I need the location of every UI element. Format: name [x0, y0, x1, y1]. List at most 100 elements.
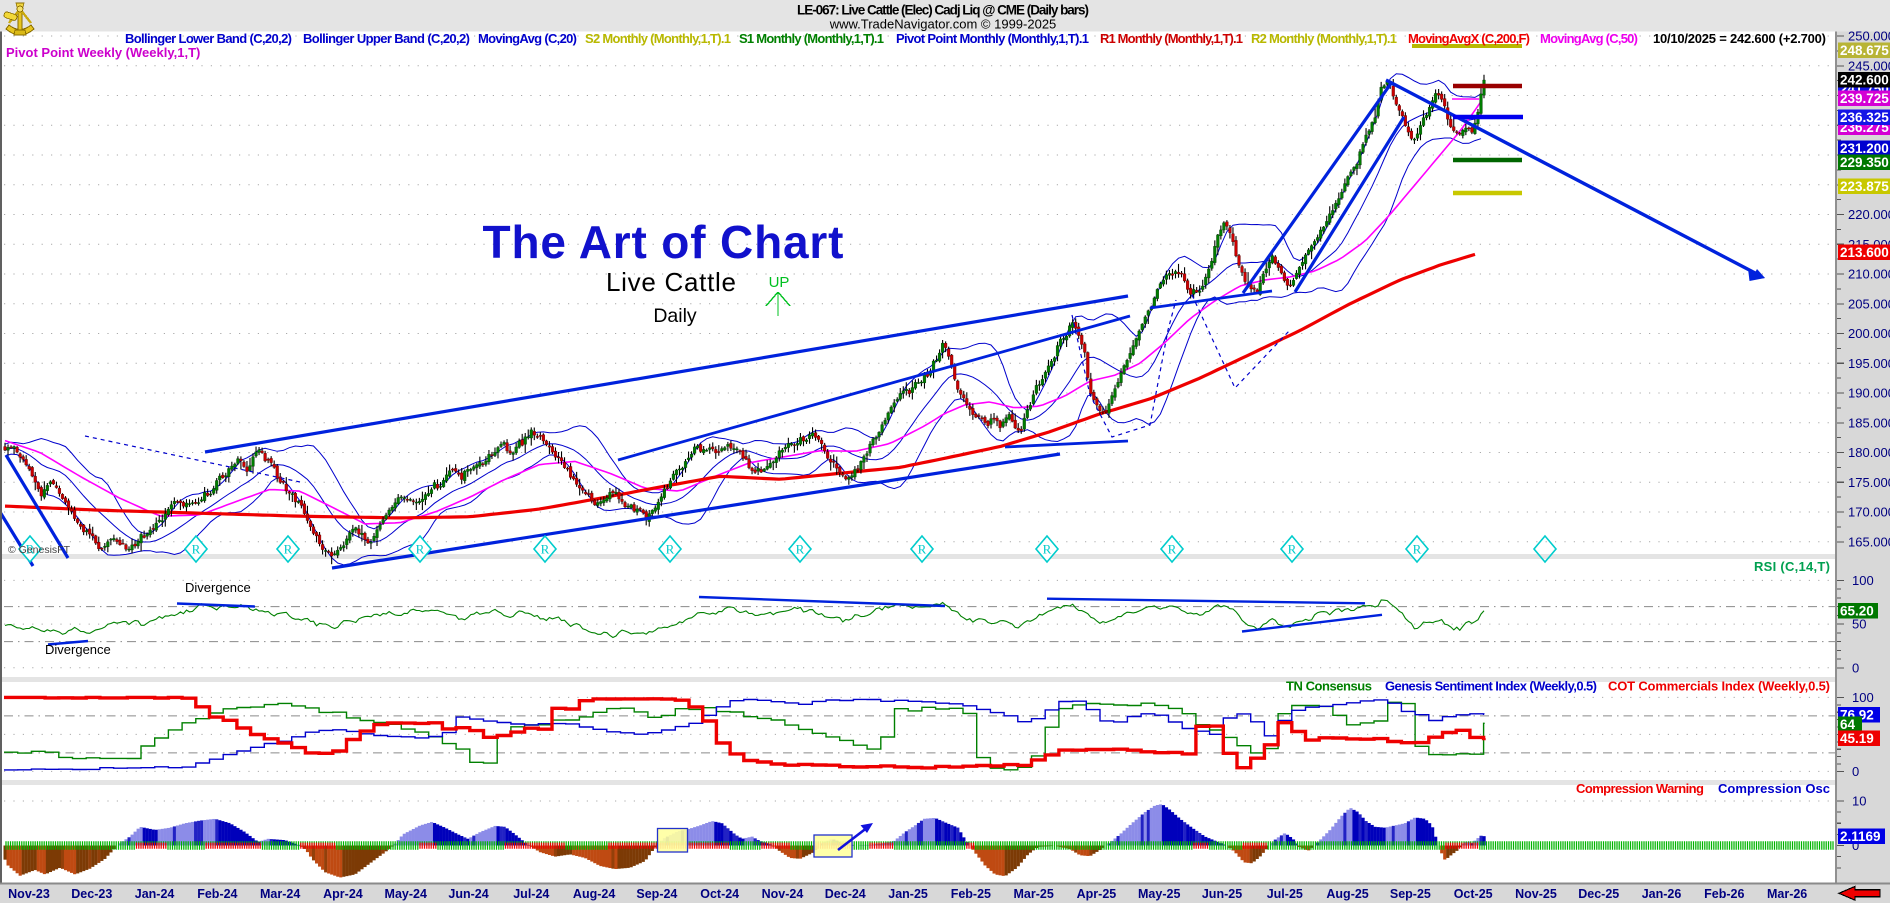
svg-text:Pivot Point Weekly (Weekly,1,T: Pivot Point Weekly (Weekly,1,T)	[6, 45, 200, 60]
svg-text:Apr-25: Apr-25	[1077, 887, 1117, 901]
svg-text:COT Commercials Index (Weekly,: COT Commercials Index (Weekly,0.5)	[1608, 679, 1830, 694]
svg-text:Daily: Daily	[653, 305, 697, 327]
svg-text:© GenesisFT: © GenesisFT	[8, 544, 71, 556]
svg-text:239.725: 239.725	[1840, 91, 1889, 106]
svg-text:64: 64	[1840, 717, 1856, 732]
svg-text:223.875: 223.875	[1840, 179, 1889, 194]
svg-text:R: R	[1168, 542, 1177, 557]
svg-text:S1 Monthly (Monthly,1,T).1: S1 Monthly (Monthly,1,T).1	[739, 31, 884, 46]
svg-text:Dec-23: Dec-23	[71, 887, 112, 901]
svg-text:170.000: 170.000	[1848, 505, 1890, 520]
svg-text:www.TradeNavigator.com © 1999-: www.TradeNavigator.com © 1999-2025	[829, 17, 1057, 32]
svg-text:Jul-25: Jul-25	[1267, 887, 1303, 901]
svg-text:MovingAvgX (C,200,F): MovingAvgX (C,200,F)	[1408, 31, 1530, 46]
svg-text:0: 0	[1852, 764, 1859, 779]
svg-text:Compression Osc: Compression Osc	[1718, 781, 1830, 796]
svg-text:Mar-24: Mar-24	[260, 887, 300, 901]
svg-text:Pivot Point Monthly (Monthly,1: Pivot Point Monthly (Monthly,1,T).1	[896, 31, 1089, 46]
svg-text:Dec-24: Dec-24	[825, 887, 866, 901]
svg-text:242.600: 242.600	[1840, 72, 1889, 87]
svg-text:Aug-24: Aug-24	[573, 887, 615, 901]
svg-text:RSI (C,14,T): RSI (C,14,T)	[1754, 559, 1830, 574]
svg-text:180.000: 180.000	[1848, 445, 1890, 460]
svg-text:2.1169: 2.1169	[1840, 829, 1881, 844]
svg-text:Feb-24: Feb-24	[197, 887, 237, 901]
svg-text:Sep-24: Sep-24	[636, 887, 677, 901]
svg-text:Jan-25: Jan-25	[888, 887, 928, 901]
svg-text:UP: UP	[769, 274, 790, 291]
svg-text:Nov-24: Nov-24	[762, 887, 804, 901]
svg-text:MovingAvg (C,20): MovingAvg (C,20)	[478, 31, 577, 46]
svg-text:248.675: 248.675	[1840, 43, 1889, 58]
svg-text:100: 100	[1852, 573, 1874, 588]
svg-text:0: 0	[1852, 660, 1859, 675]
svg-text:LE-067: Live Cattle (Elec) Ca: LE-067: Live Cattle (Elec) Cadj Liq @ CM…	[797, 3, 1089, 18]
svg-text:Oct-24: Oct-24	[700, 887, 739, 901]
svg-text:Divergence: Divergence	[185, 580, 251, 595]
svg-text:Bollinger Lower Band (C,20,2): Bollinger Lower Band (C,20,2)	[125, 31, 292, 46]
svg-text:Feb-25: Feb-25	[951, 887, 991, 901]
svg-text:250.000: 250.000	[1848, 29, 1890, 44]
svg-text:236.325: 236.325	[1840, 110, 1889, 125]
svg-text:R: R	[26, 542, 35, 557]
svg-text:45.19: 45.19	[1840, 731, 1874, 746]
svg-text:Compression Warning: Compression Warning	[1576, 781, 1704, 796]
svg-text:R1 Monthly (Monthly,1,T).1: R1 Monthly (Monthly,1,T).1	[1100, 31, 1243, 46]
svg-text:R2 Monthly (Monthly,1,T).1: R2 Monthly (Monthly,1,T).1	[1251, 31, 1397, 46]
svg-text:Divergence: Divergence	[45, 642, 111, 657]
svg-text:175.000: 175.000	[1848, 475, 1890, 490]
svg-text:210.000: 210.000	[1848, 267, 1890, 282]
svg-text:The Art of Chart: The Art of Chart	[483, 216, 844, 268]
svg-text:May-25: May-25	[1138, 887, 1180, 901]
svg-text:Jan-26: Jan-26	[1642, 887, 1682, 901]
svg-text:Nov-23: Nov-23	[8, 887, 50, 901]
svg-text:231.200: 231.200	[1840, 141, 1889, 156]
svg-text:R: R	[1288, 542, 1297, 557]
svg-text:R: R	[918, 542, 927, 557]
svg-text:Sep-25: Sep-25	[1390, 887, 1431, 901]
svg-text:S2 Monthly (Monthly,1,T).1: S2 Monthly (Monthly,1,T).1	[585, 31, 731, 46]
svg-text:TN Consensus: TN Consensus	[1286, 679, 1372, 694]
svg-text:Feb-26: Feb-26	[1704, 887, 1744, 901]
svg-text:R: R	[416, 542, 425, 557]
svg-text:R: R	[192, 542, 201, 557]
svg-text:MovingAvg (C,50): MovingAvg (C,50)	[1540, 31, 1638, 46]
svg-text:R: R	[796, 542, 805, 557]
svg-text:Nov-25: Nov-25	[1515, 887, 1557, 901]
svg-text:65.20: 65.20	[1840, 604, 1874, 619]
svg-text:165.000: 165.000	[1848, 534, 1890, 549]
svg-text:R: R	[284, 542, 293, 557]
svg-text:R: R	[541, 542, 550, 557]
svg-text:229.350: 229.350	[1840, 155, 1889, 170]
svg-text:Dec-25: Dec-25	[1578, 887, 1619, 901]
svg-text:R: R	[666, 542, 675, 557]
svg-text:Mar-26: Mar-26	[1767, 887, 1807, 901]
svg-text:195.000: 195.000	[1848, 356, 1890, 371]
svg-text:220.000: 220.000	[1848, 207, 1890, 222]
svg-text:10/10/2025 = 242.600 (+2.700): 10/10/2025 = 242.600 (+2.700)	[1653, 31, 1826, 46]
svg-text:50: 50	[1852, 617, 1866, 632]
svg-text:Jul-24: Jul-24	[513, 887, 549, 901]
svg-text:Jun-25: Jun-25	[1202, 887, 1242, 901]
svg-text:Genesis Sentiment Index (Weekl: Genesis Sentiment Index (Weekly,0.5)	[1385, 679, 1597, 694]
svg-text:205.000: 205.000	[1848, 296, 1890, 311]
svg-text:Oct-25: Oct-25	[1454, 887, 1493, 901]
svg-text:100: 100	[1852, 690, 1874, 705]
svg-text:10: 10	[1852, 794, 1866, 809]
svg-text:Aug-25: Aug-25	[1326, 887, 1368, 901]
svg-text:190.000: 190.000	[1848, 386, 1890, 401]
svg-text:213.600: 213.600	[1840, 245, 1889, 260]
svg-text:200.000: 200.000	[1848, 326, 1890, 341]
svg-text:R: R	[1413, 542, 1422, 557]
svg-text:245.000: 245.000	[1848, 58, 1890, 73]
svg-text:Bollinger Upper Band (C,20,2): Bollinger Upper Band (C,20,2)	[303, 31, 470, 46]
svg-text:Mar-25: Mar-25	[1013, 887, 1053, 901]
svg-text:R: R	[1043, 542, 1052, 557]
svg-text:Live Cattle: Live Cattle	[606, 267, 736, 297]
svg-text:185.000: 185.000	[1848, 415, 1890, 430]
svg-text:Jun-24: Jun-24	[448, 887, 488, 901]
svg-text:0: 0	[1852, 838, 1859, 853]
svg-text:Apr-24: Apr-24	[323, 887, 363, 901]
svg-text:May-24: May-24	[385, 887, 427, 901]
svg-text:Jan-24: Jan-24	[135, 887, 175, 901]
